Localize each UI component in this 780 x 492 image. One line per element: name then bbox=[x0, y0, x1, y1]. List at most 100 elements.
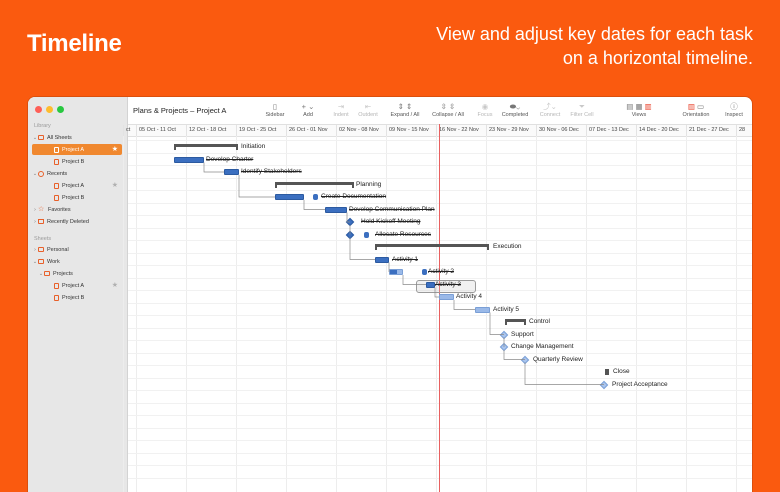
grid-row-line bbox=[128, 352, 752, 354]
chevron-down-icon[interactable]: ⌄ bbox=[32, 170, 38, 177]
folder-icon bbox=[38, 259, 44, 264]
date-column-header: 09 Nov - 15 Nov bbox=[386, 125, 436, 136]
task-label[interactable]: Activity 3 bbox=[435, 280, 462, 288]
task-label[interactable]: Control bbox=[529, 318, 550, 325]
task-label[interactable]: Create Documentation bbox=[321, 193, 387, 200]
task-label[interactable]: Quarterly Review bbox=[533, 355, 583, 363]
task-label[interactable]: Activity 2 bbox=[428, 268, 455, 275]
chevron-right-icon[interactable]: › bbox=[34, 218, 36, 225]
date-column-header: 30 Nov - 06 Dec bbox=[536, 125, 586, 136]
sidebar-item-work[interactable]: ⌄ Work bbox=[32, 256, 122, 267]
views-button[interactable]: ▤ ▦ ▥ Views bbox=[619, 102, 659, 118]
sidebar-item-recent-project-a[interactable]: Project A ★ bbox=[32, 180, 122, 191]
task-bar[interactable] bbox=[375, 256, 389, 263]
summary-bar[interactable] bbox=[174, 144, 238, 150]
sidebar-item-project-b[interactable]: Project B bbox=[32, 156, 122, 167]
task-label[interactable]: Develop Communication Plan bbox=[349, 205, 435, 213]
task-bar[interactable] bbox=[174, 156, 204, 163]
task-bar[interactable] bbox=[439, 294, 454, 300]
star-icon: ☆ bbox=[38, 205, 45, 213]
date-column-header: 02 Nov - 08 Nov bbox=[336, 125, 386, 136]
folder-icon bbox=[38, 247, 44, 252]
grid-row-line bbox=[128, 277, 752, 279]
collapse-all-button[interactable]: ⇳ ⇳ Collapse / All bbox=[428, 102, 468, 118]
outdent-button[interactable]: ⇤ Outdent bbox=[348, 102, 388, 118]
sheets-section-label: Sheets bbox=[34, 236, 52, 242]
dependency-links bbox=[203, 162, 604, 385]
task-label[interactable]: Identify Stakeholders bbox=[241, 168, 302, 175]
chevron-down-icon[interactable]: ⌄ bbox=[38, 270, 44, 277]
task-bar[interactable] bbox=[475, 306, 490, 313]
summary-bar[interactable] bbox=[375, 244, 489, 250]
completed-toggle-button[interactable]: ⬬⌄ Completed bbox=[495, 102, 535, 118]
connect-icon: ⤴⌄ bbox=[543, 102, 557, 111]
add-button[interactable]: + ⌄ Add bbox=[288, 102, 328, 118]
summary-bar[interactable] bbox=[505, 319, 526, 325]
summary-bar[interactable] bbox=[275, 181, 354, 188]
sidebar-item-label: Work bbox=[47, 258, 60, 265]
inspect-button[interactable]: ⓘ Inspect bbox=[714, 102, 752, 118]
sidebar-item-personal[interactable]: › Personal bbox=[32, 244, 122, 255]
chevron-right-icon[interactable]: › bbox=[34, 206, 36, 213]
favorite-star-icon[interactable]: ★ bbox=[111, 282, 118, 289]
chevron-down-icon[interactable]: ⌄ bbox=[32, 134, 38, 141]
connect-button[interactable]: ⤴⌄ Connect bbox=[530, 102, 570, 118]
task-label[interactable]: Planning bbox=[356, 180, 382, 188]
link-handle[interactable] bbox=[313, 194, 318, 200]
task-label[interactable]: Execution bbox=[493, 243, 522, 250]
sidebar-item-projects-project-a[interactable]: Project A ★ bbox=[32, 280, 122, 291]
task-label[interactable]: Hold Kickoff Meeting bbox=[361, 218, 421, 225]
task-label[interactable]: Activity 5 bbox=[493, 305, 520, 313]
sidebar-item-projects-project-b[interactable]: Project B bbox=[32, 292, 122, 303]
grid-row-line bbox=[128, 465, 752, 466]
grid-column-line bbox=[136, 136, 137, 492]
sidebar-item-project-a[interactable]: Project A ★ bbox=[32, 144, 122, 155]
hero-title: Timeline bbox=[27, 30, 122, 57]
sidebar-item-all-sheets[interactable]: ⌄ All Sheets bbox=[32, 132, 122, 143]
grid-column-line bbox=[386, 136, 387, 492]
grid-row-line bbox=[128, 452, 752, 454]
dependency-link bbox=[489, 312, 504, 335]
zoom-window-button[interactable] bbox=[57, 106, 64, 113]
task-bar[interactable] bbox=[426, 281, 435, 288]
grid-row-line bbox=[128, 315, 752, 316]
minimize-window-button[interactable] bbox=[46, 106, 53, 113]
task-label[interactable]: Project Acceptance bbox=[612, 380, 668, 388]
sidebar-item-favorites[interactable]: › ☆ Favorites bbox=[32, 204, 122, 215]
date-column-header: 12 Oct - 18 Oct bbox=[186, 125, 236, 136]
task-label[interactable]: Close bbox=[613, 368, 630, 375]
sidebar-item-recent-project-b[interactable]: Project B bbox=[32, 192, 122, 203]
task-bar[interactable] bbox=[389, 269, 403, 275]
folder-icon bbox=[44, 271, 50, 276]
today-marker[interactable] bbox=[439, 124, 440, 492]
chevron-down-icon[interactable]: ⌄ bbox=[32, 258, 38, 265]
close-window-button[interactable] bbox=[35, 106, 42, 113]
sidebar-item-projects[interactable]: ⌄ Projects bbox=[32, 268, 122, 279]
favorite-star-icon[interactable]: ★ bbox=[111, 182, 118, 189]
summary-bar[interactable] bbox=[605, 369, 609, 375]
focus-button[interactable]: ◉ Focus bbox=[465, 102, 505, 118]
sidebar-item-recently-deleted[interactable]: › Recently Deleted bbox=[32, 216, 122, 227]
link-handle[interactable] bbox=[364, 231, 369, 238]
task-label[interactable]: Activity 4 bbox=[456, 293, 483, 300]
sidebar-toggle-button[interactable]: ▯ Sidebar bbox=[255, 102, 295, 118]
orientation-button[interactable]: ▥ ▭ Orientation bbox=[676, 102, 716, 118]
task-bar[interactable] bbox=[325, 206, 347, 213]
expand-all-button[interactable]: ⇕ ⇕ Expand / All bbox=[385, 102, 425, 118]
chevron-right-icon[interactable]: › bbox=[34, 246, 36, 253]
task-label[interactable]: Support bbox=[511, 330, 534, 338]
task-bar[interactable] bbox=[224, 169, 239, 175]
task-label[interactable]: Develop Charter bbox=[206, 155, 254, 163]
dependency-link bbox=[402, 275, 426, 285]
indent-button[interactable]: ⇥ Indent bbox=[321, 102, 361, 118]
filter-cell-button[interactable]: ⏷ Filter Cell bbox=[562, 102, 602, 118]
expand-icon: ⇕ ⇕ bbox=[397, 102, 413, 111]
task-label[interactable]: Activity 1 bbox=[392, 255, 419, 263]
task-label[interactable]: Initiation bbox=[241, 143, 266, 150]
link-handle[interactable] bbox=[422, 269, 427, 275]
task-label[interactable]: Change Management bbox=[511, 343, 574, 350]
favorite-star-icon[interactable]: ★ bbox=[111, 146, 118, 153]
task-bar[interactable] bbox=[275, 194, 304, 200]
task-label[interactable]: Allocate Resources bbox=[375, 230, 431, 238]
sidebar-item-recents[interactable]: ⌄ Recents bbox=[32, 168, 122, 179]
